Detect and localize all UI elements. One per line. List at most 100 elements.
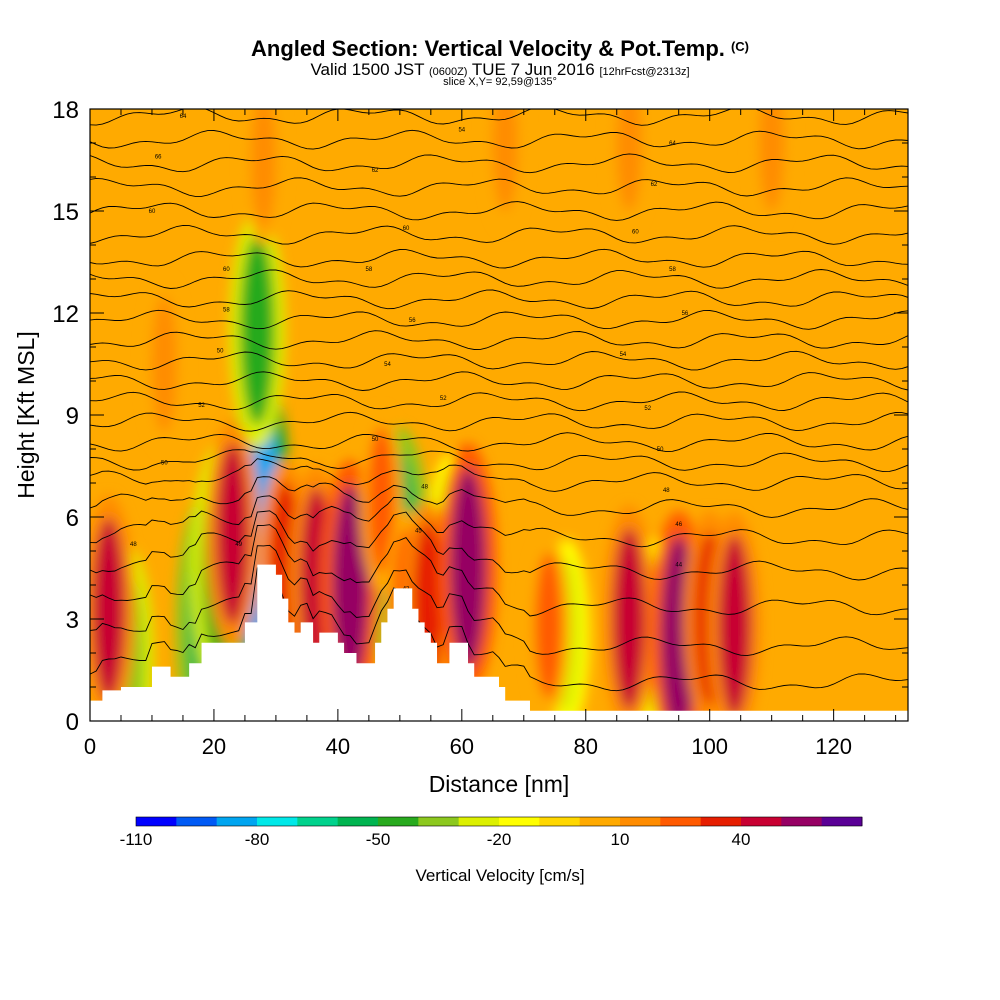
contour-label: 46: [675, 522, 682, 528]
colorbar-swatch: [660, 817, 702, 826]
y-tick-label: 9: [66, 403, 79, 430]
colorbar-swatch: [741, 817, 782, 826]
theta-contour: [90, 449, 908, 473]
theta-contour: [90, 330, 908, 350]
theta-contour: [90, 476, 908, 518]
colorbar-swatch: [257, 817, 298, 826]
y-axis: 0 3 6 9 12 15 18: [52, 97, 908, 736]
contour-label: 50: [657, 447, 664, 453]
contour-label: 48: [663, 488, 670, 494]
colorbar-label: Vertical Velocity [cm/s]: [415, 866, 584, 885]
theta-contour: [90, 248, 908, 269]
contour-label: 58: [223, 308, 230, 314]
theta-contour: [90, 153, 908, 174]
theta-contour: [90, 567, 908, 692]
contour-label: 60: [149, 209, 156, 215]
copyright-mark: (C): [730, 39, 749, 54]
updraft-core: [612, 528, 646, 710]
contour-label: 60: [632, 229, 639, 235]
colorbar-tick-label: 10: [611, 830, 630, 849]
contour-label: 58: [669, 267, 676, 273]
contour-label: 44: [675, 563, 682, 569]
updraft-core: [449, 468, 487, 668]
chart-title: Angled Section: Vertical Velocity & Pot.…: [0, 36, 1000, 62]
colorbar-swatch: [216, 817, 258, 826]
colorbar-tick-label: -80: [245, 830, 270, 849]
colorbar-swatch: [337, 817, 379, 826]
y-axis-label: Height [Kft MSL]: [13, 331, 39, 498]
contour-label: 50: [161, 461, 168, 467]
colorbar-swatch: [418, 817, 460, 826]
colorbar: -110 -80 -50 -20 10 40: [120, 816, 863, 849]
y-tick-label: 12: [52, 301, 79, 328]
x-axis: 0 20 40 60 80 100 120: [84, 109, 897, 759]
theta-contour: [90, 391, 908, 412]
colorbar-swatch: [620, 817, 661, 826]
theta-contour: [90, 350, 908, 371]
contour-label: 64: [669, 141, 676, 147]
updraft-core: [215, 443, 250, 625]
x-tick-label: 100: [691, 734, 728, 759]
terrain: [90, 564, 908, 721]
y-tick-label: 15: [52, 199, 79, 226]
colorbar-swatch: [539, 817, 581, 826]
updraft-core: [367, 427, 395, 573]
updraft-core: [331, 485, 369, 685]
contour-label: 48: [130, 542, 137, 548]
contour-label: 52: [440, 396, 447, 402]
title-main: Angled Section: Vertical Velocity & Pot.…: [251, 36, 725, 61]
contour-label: 54: [384, 362, 391, 368]
colorbar-swatch: [458, 817, 500, 826]
contour-label: 52: [198, 403, 205, 409]
colorbar-frame: [135, 816, 863, 827]
plot-field: 64 66 60 60 58 50 52 50 48 49 54 62 60 58 56 54 52 50 48 45…: [90, 109, 908, 721]
contour-labels: 64 66 60 60 58 50 52 50 48 49 54 62 60 58 56 54 52 50 48 45…: [130, 114, 689, 593]
contour-label: 54: [458, 127, 465, 133]
valid-time: Valid 1500 JST: [310, 60, 425, 79]
theta-contour: [90, 224, 908, 245]
colorbar-tick-label: -20: [487, 830, 512, 849]
theta-contour: [90, 201, 908, 221]
y-tick-label: 6: [66, 505, 79, 532]
updraft-core: [492, 109, 518, 212]
contour-label: 54: [620, 352, 627, 358]
contour-label: 50: [217, 348, 224, 354]
updraft-core: [91, 517, 126, 700]
theta-contour: [90, 432, 908, 453]
theta-contour: [90, 309, 908, 330]
slice-info: slice X,Y= 92,59@135°: [443, 76, 557, 88]
x-tick-label: 40: [326, 734, 350, 759]
y-tick-label: 0: [66, 709, 79, 736]
theta-contour: [90, 269, 908, 289]
contour-label: 60: [223, 267, 230, 273]
colorbar-swatch: [579, 817, 621, 826]
x-tick-label: 0: [84, 734, 96, 759]
theta-contour: [90, 544, 908, 657]
updraft-core: [535, 552, 562, 699]
chart-subtitle: Valid 1500 JST (0600Z) TUE 7 Jun 2016 [1…: [0, 60, 1000, 80]
colorbar-swatch: [378, 817, 419, 826]
colorbar-swatch: [821, 817, 863, 826]
updraft-core: [759, 109, 785, 212]
theta-contour: [90, 129, 908, 150]
contour-label: 64: [180, 114, 187, 120]
x-tick-label: 20: [202, 734, 226, 759]
valid-date: TUE 7 Jun 2016: [471, 60, 595, 79]
theta-contours: [90, 109, 908, 692]
contour-label: 56: [409, 318, 416, 324]
theta-contour: [90, 411, 908, 432]
colorbar-swatch: [781, 817, 823, 826]
contour-label: 45: [415, 529, 422, 535]
theta-contour: [90, 524, 908, 617]
theta-contour: [90, 289, 908, 310]
contour-label: 60: [403, 226, 410, 232]
colorbar-swatch: [297, 817, 339, 826]
contour-label: 52: [644, 406, 651, 412]
updraft-core: [717, 534, 752, 717]
colorbar-tick-label: -50: [366, 830, 391, 849]
contour-label: 58: [366, 267, 373, 273]
x-tick-label: 120: [815, 734, 852, 759]
theta-contour: [90, 371, 908, 391]
x-tick-label: 60: [450, 734, 474, 759]
colorbar-swatch: [136, 817, 177, 826]
